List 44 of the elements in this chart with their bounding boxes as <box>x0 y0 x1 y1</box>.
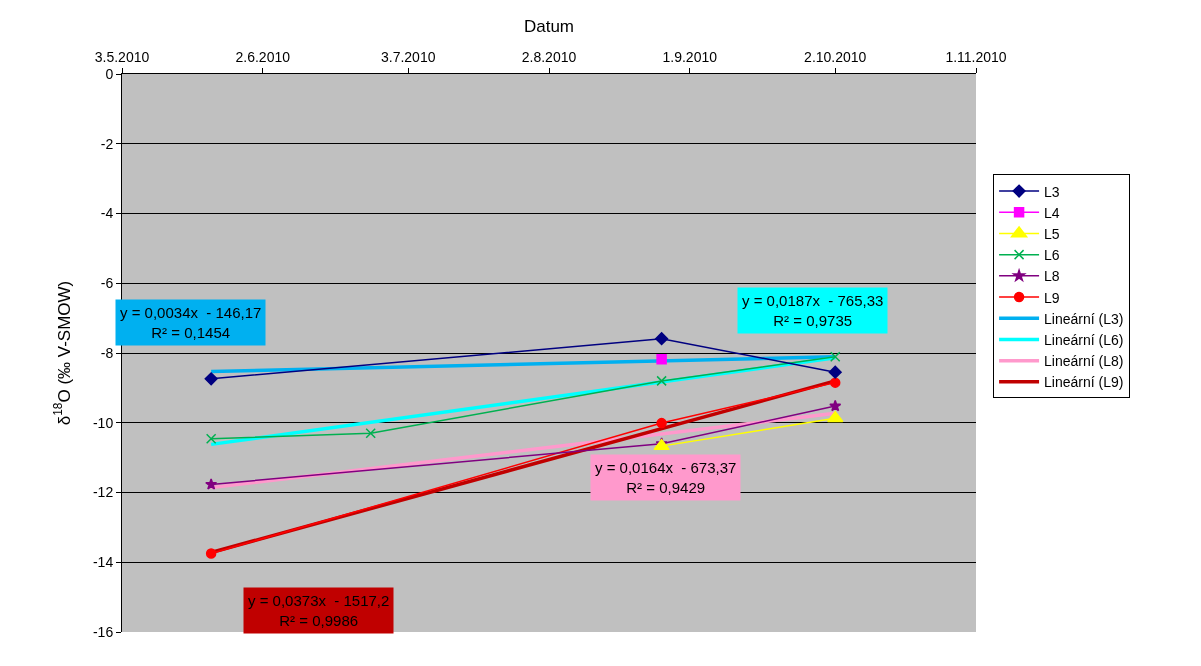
point <box>829 377 841 388</box>
x-tick-label: 1.9.2010 <box>662 49 718 66</box>
legend-label: L3 <box>1044 183 1060 200</box>
annotation: y = 0,0034x - 146,17 R² = 0,1454 <box>120 304 262 341</box>
y-tick-label: -16 <box>92 623 114 640</box>
legend-label: L8 <box>1044 268 1060 285</box>
point <box>829 351 841 363</box>
annotation: y = 0,0373x - 1517,2 R² = 0,9986 <box>248 592 390 629</box>
x-tick-label: 2.10.2010 <box>804 49 867 66</box>
point <box>655 332 669 346</box>
legend-label: L5 <box>1044 225 1060 242</box>
y-tick-label: -2 <box>100 135 114 152</box>
y-tick-label: -10 <box>92 414 114 431</box>
y-tick-label: 0 <box>105 65 114 82</box>
x-tick-label: 1.11.2010 <box>945 49 1007 66</box>
point <box>365 427 376 439</box>
legend-label: Lineární (L8) <box>1044 353 1124 370</box>
legend-label: Lineární (L6) <box>1044 331 1124 348</box>
point <box>205 433 217 445</box>
point <box>205 548 217 559</box>
point <box>205 478 218 490</box>
annotation: y = 0,0187x - 765,33 R² = 0,9735 <box>742 292 884 329</box>
legend-label: L9 <box>1044 289 1060 306</box>
x-axis-title: Datum <box>523 16 575 36</box>
point <box>656 417 667 429</box>
y-tick-label: -6 <box>100 275 114 292</box>
point <box>829 399 842 412</box>
y-tick-label: -8 <box>100 344 114 361</box>
point <box>656 354 667 365</box>
y-tick-label: -4 <box>100 205 114 222</box>
y-tick-label: -14 <box>92 554 114 571</box>
legend-label: L6 <box>1044 247 1060 264</box>
x-tick-label: 3.5.2010 <box>94 49 150 66</box>
legend-label: Lineární (L3) <box>1044 310 1124 327</box>
x-tick-label: 2.8.2010 <box>521 49 577 66</box>
x-tick-label: 2.6.2010 <box>235 49 291 66</box>
point <box>656 375 667 387</box>
legend-label: L4 <box>1044 204 1060 221</box>
point <box>828 365 842 379</box>
legend-label: Lineární (L9) <box>1044 374 1124 391</box>
point <box>204 372 218 386</box>
y-tick-label: -12 <box>92 484 114 501</box>
x-tick-label: 3.7.2010 <box>380 49 436 66</box>
annotation: y = 0,0164x - 673,37 R² = 0,9429 <box>595 459 737 496</box>
